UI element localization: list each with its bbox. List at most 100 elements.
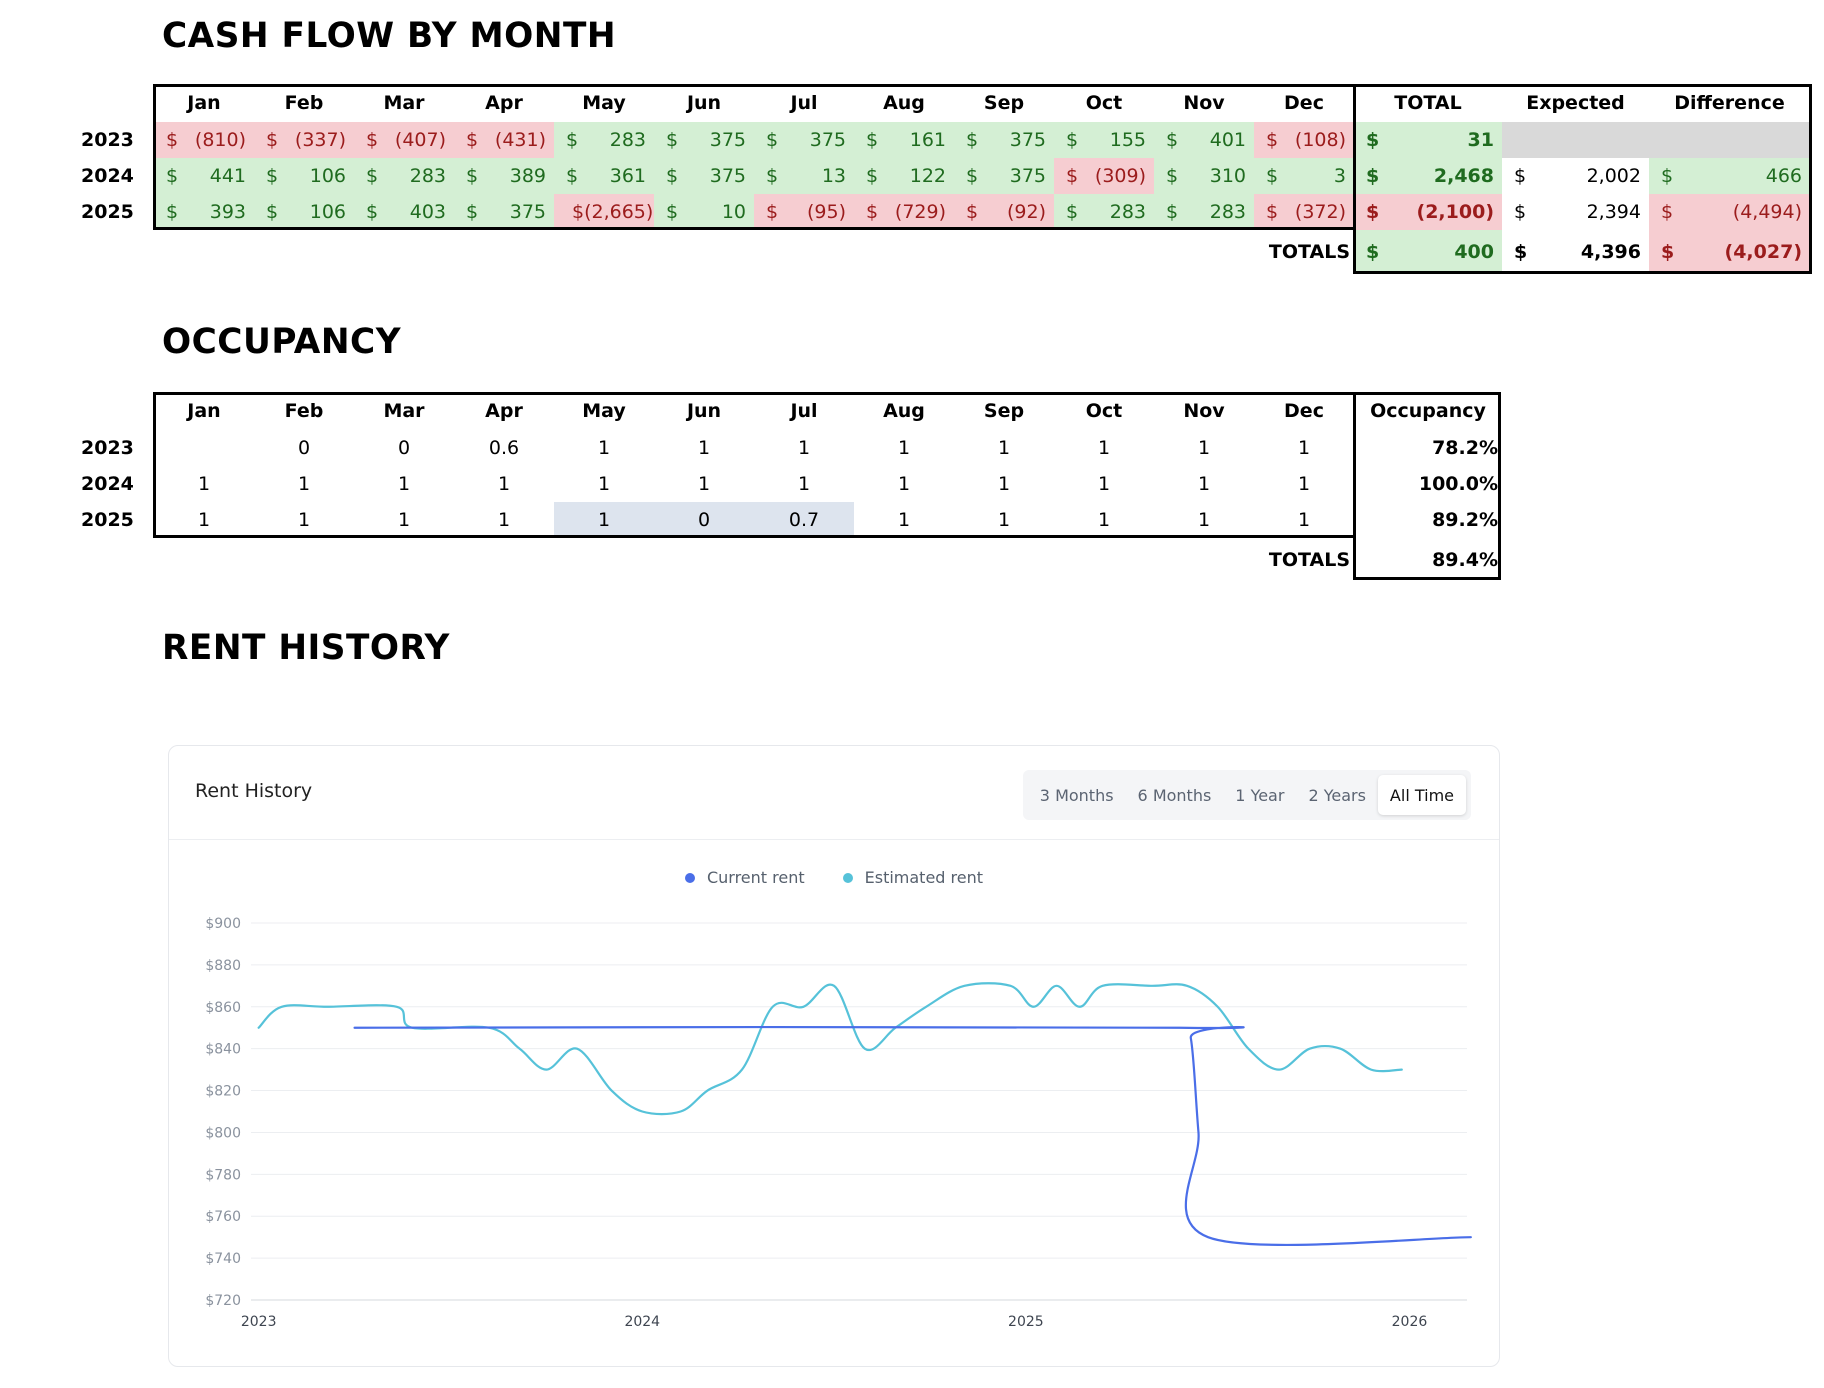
rent-history-chart: $720 $740 $760 $780 $800 $820 $840 $860 $880 $900… xyxy=(205,916,1472,1330)
month-cell-value: 155 xyxy=(1109,129,1146,151)
expected-cell xyxy=(1502,122,1649,158)
month-cell: $283 xyxy=(1054,194,1154,230)
month-cell: $403 xyxy=(354,194,454,230)
occupancy-month-cell: 1 xyxy=(1197,509,1211,531)
month-cell: $106 xyxy=(254,158,354,194)
month-cell: $283 xyxy=(354,158,454,194)
expected-cell: $2,002 xyxy=(1502,158,1649,194)
column-header: Apr xyxy=(485,400,523,422)
total-cell: $31 xyxy=(1354,122,1502,158)
range-all-time-button[interactable]: All Time xyxy=(1377,775,1466,815)
month-cell: $3 xyxy=(1254,158,1354,194)
y-tick-label: $800 xyxy=(205,1125,241,1141)
month-cell-value: 283 xyxy=(1109,201,1146,223)
month-cell-currency: $ xyxy=(1066,201,1079,223)
occupancy-month-cell: 1 xyxy=(497,473,511,495)
occupancy-month-cell: 1 xyxy=(797,437,811,459)
grand-total-cell: $400 xyxy=(1354,230,1502,274)
month-cell-value: 283 xyxy=(609,129,646,151)
column-header: Mar xyxy=(383,92,425,114)
current-rent-line xyxy=(353,1025,1472,1247)
legend-estimated-rent[interactable]: Estimated rent xyxy=(842,868,983,887)
month-cell-currency: $ xyxy=(166,165,179,187)
month-cell: $389 xyxy=(454,158,554,194)
row-year-label: 2024 xyxy=(81,165,134,187)
total-cell-value: (2,100) xyxy=(1416,201,1494,223)
x-tick-label: 2026 xyxy=(1392,1314,1428,1330)
column-header: Mar xyxy=(383,400,425,422)
occupancy-month-cell xyxy=(154,430,254,466)
month-cell: $161 xyxy=(854,122,954,158)
month-cell-value: 389 xyxy=(509,165,546,187)
occupancy-table: Jan Feb Mar Apr May Jun Jul Aug Sep Oct Nov Dec Occu… xyxy=(68,392,1502,582)
total-cell-currency: $ xyxy=(1366,201,1380,223)
month-cell: $375 xyxy=(654,122,754,158)
occupancy-total-value: 89.4% xyxy=(1432,549,1498,571)
month-cell: $13 xyxy=(754,158,854,194)
month-cell: $441 xyxy=(154,158,254,194)
occupancy-title: OCCUPANCY xyxy=(162,322,402,362)
month-cell-value: 3 xyxy=(1333,165,1346,187)
range-3-months-button[interactable]: 3 Months xyxy=(1039,785,1114,805)
month-cell-currency: $ xyxy=(766,165,779,187)
month-cell-currency: $ xyxy=(966,165,979,187)
month-cell-currency: $ xyxy=(1266,129,1279,151)
occupancy-month-cell: 0.7 xyxy=(754,502,854,538)
occupancy-month-cell: 1 xyxy=(597,437,611,459)
month-cell: $ (372) xyxy=(1254,194,1354,230)
y-tick-label: $720 xyxy=(205,1293,241,1309)
month-cell-value: 283 xyxy=(409,165,446,187)
y-tick-label: $820 xyxy=(205,1084,241,1100)
legend-current-rent[interactable]: Current rent xyxy=(684,868,805,887)
month-cell-currency: $ xyxy=(766,201,779,223)
month-cell: $401 xyxy=(1154,122,1254,158)
month-cell: $122 xyxy=(854,158,954,194)
month-cell-value: (337) xyxy=(294,129,346,151)
rent-history-title: RENT HISTORY xyxy=(162,628,450,668)
month-cell: $361 xyxy=(554,158,654,194)
x-tick-label: 2024 xyxy=(624,1314,660,1330)
occupancy-month-cell: 1 xyxy=(197,509,211,531)
expected-cell-value: 2,394 xyxy=(1586,201,1641,223)
occupancy-rate-cell: 100.0% xyxy=(1418,473,1498,495)
y-tick-label: $780 xyxy=(205,1167,241,1183)
occupancy-month-cell: 1 xyxy=(997,473,1011,495)
difference-cell-value: (4,494) xyxy=(1732,201,1802,223)
month-cell-currency: $ xyxy=(366,129,379,151)
month-cell-value: $(2,665) xyxy=(572,201,654,223)
column-header: Sep xyxy=(983,92,1025,114)
column-header: TOTAL xyxy=(1394,92,1462,114)
total-cell: $ (2,100) xyxy=(1354,194,1502,230)
range-1-year-button[interactable]: 1 Year xyxy=(1235,785,1285,805)
range-6-months-button[interactable]: 6 Months xyxy=(1137,785,1212,805)
month-cell-currency: $ xyxy=(466,129,479,151)
column-header: Jun xyxy=(686,92,722,114)
total-cell: $2,468 xyxy=(1354,158,1502,194)
occupancy-month-cell: 1 xyxy=(797,473,811,495)
column-header: Sep xyxy=(983,400,1025,422)
month-cell-currency: $ xyxy=(666,165,679,187)
row-year-label: 2024 xyxy=(81,473,134,495)
month-cell-value: 375 xyxy=(1009,129,1046,151)
cashflow-title: CASH FLOW BY MONTH xyxy=(162,16,617,56)
occupancy-month-cell: 1 xyxy=(1297,473,1311,495)
month-cell: $283 xyxy=(1154,194,1254,230)
occupancy-rate-cell: 78.2% xyxy=(1432,437,1498,459)
y-tick-label: $900 xyxy=(205,916,241,932)
range-2-years-button[interactable]: 2 Years xyxy=(1308,785,1366,805)
difference-cell-currency: $ xyxy=(1661,201,1674,223)
month-cell-currency: $ xyxy=(966,129,979,151)
difference-cell: $ (4,494) xyxy=(1649,194,1810,230)
row-year-label: 2023 xyxy=(81,437,134,459)
occupancy-month-cell: 1 xyxy=(897,473,911,495)
cashflow-table: Jan Feb Mar Apr May Jun Jul Aug Sep Oct Nov Dec TOTA… xyxy=(68,84,1810,274)
column-header: Aug xyxy=(883,400,925,422)
occupancy-month-cell: 1 xyxy=(397,473,411,495)
occupancy-month-cell: 1 xyxy=(397,509,411,531)
month-cell-currency: $ xyxy=(866,165,879,187)
column-header: Nov xyxy=(1183,400,1225,422)
month-cell-currency: $ xyxy=(1066,129,1079,151)
column-header: Apr xyxy=(485,92,523,114)
occupancy-month-cell: 1 xyxy=(497,509,511,531)
month-cell-value: 283 xyxy=(1209,201,1246,223)
